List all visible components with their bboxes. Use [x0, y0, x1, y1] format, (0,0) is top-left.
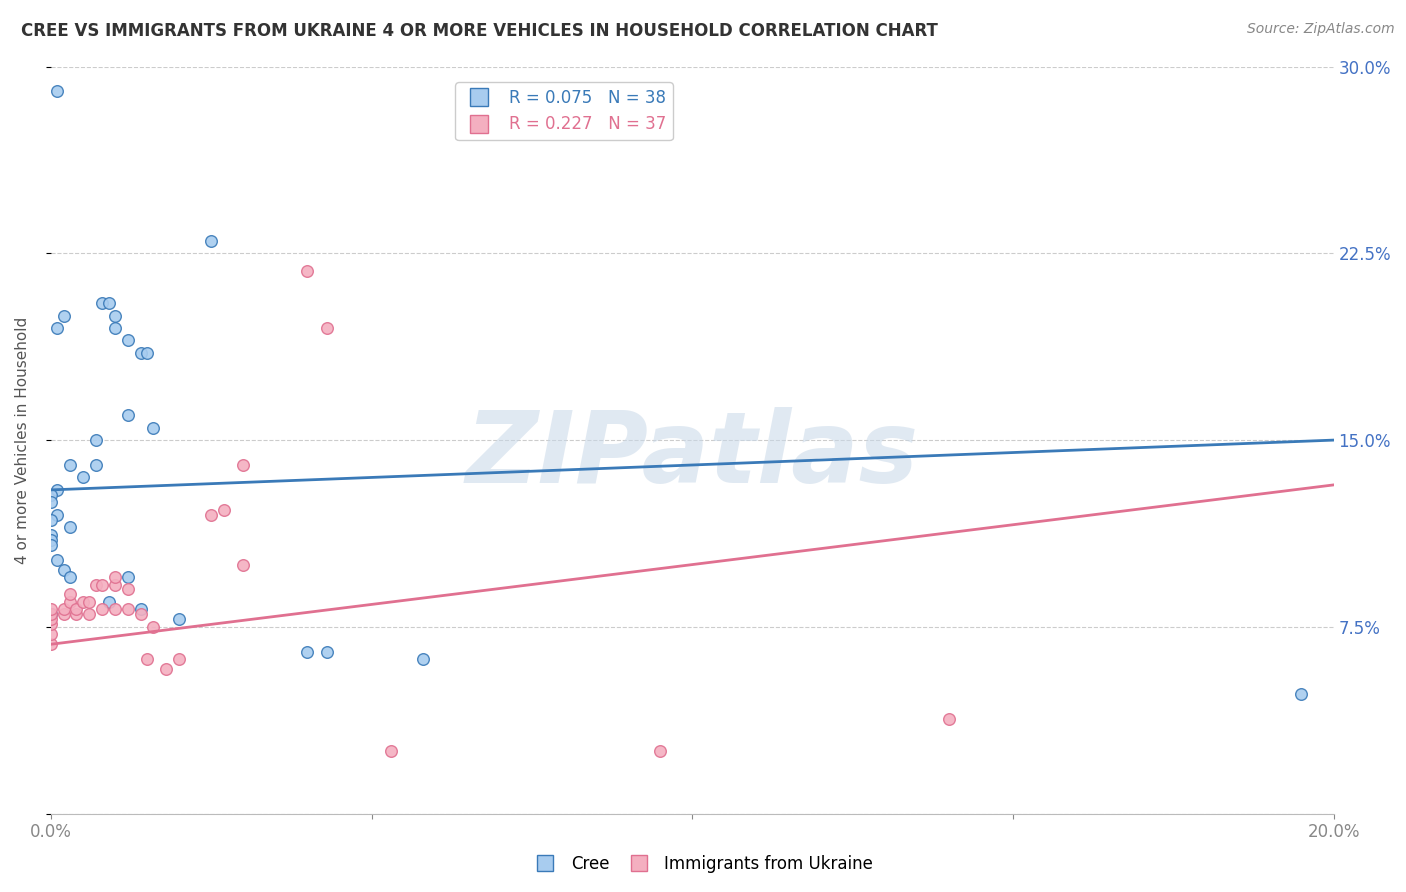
Point — [46, 483, 69, 497]
Point — [46, 552, 69, 566]
Text: Source: ZipAtlas.com: Source: ZipAtlas.com — [1247, 22, 1395, 37]
Point — [39, 488, 62, 502]
Text: ZIPatlas: ZIPatlas — [465, 407, 918, 504]
Point — [117, 408, 139, 422]
Point — [39, 637, 62, 651]
Point — [315, 645, 337, 659]
Point — [39, 527, 62, 541]
Point — [39, 612, 62, 626]
Point — [39, 627, 62, 641]
Point — [52, 563, 75, 577]
Point — [648, 744, 671, 758]
Point — [104, 321, 127, 335]
Point — [65, 602, 87, 616]
Point — [136, 652, 159, 666]
Point — [142, 420, 165, 434]
Point — [167, 612, 190, 626]
Point — [412, 652, 434, 666]
Point — [79, 607, 101, 622]
Point — [39, 607, 62, 622]
Point — [232, 458, 254, 472]
Point — [65, 607, 87, 622]
Point — [52, 602, 75, 616]
Point — [52, 607, 75, 622]
Point — [938, 712, 960, 726]
Point — [129, 602, 152, 616]
Point — [39, 495, 62, 509]
Point — [91, 577, 114, 591]
Point — [84, 433, 107, 447]
Point — [39, 513, 62, 527]
Point — [297, 645, 319, 659]
Point — [59, 587, 82, 601]
Point — [84, 458, 107, 472]
Point — [129, 607, 152, 622]
Point — [72, 470, 94, 484]
Legend: R = 0.075   N = 38, R = 0.227   N = 37: R = 0.075 N = 38, R = 0.227 N = 37 — [456, 82, 672, 140]
Point — [46, 85, 69, 99]
Point — [91, 296, 114, 310]
Point — [39, 533, 62, 547]
Point — [129, 346, 152, 360]
Point — [39, 538, 62, 552]
Point — [200, 234, 222, 248]
Point — [117, 602, 139, 616]
Point — [39, 607, 62, 622]
Point — [59, 595, 82, 609]
Point — [117, 582, 139, 597]
Point — [117, 334, 139, 348]
Point — [136, 346, 159, 360]
Point — [142, 620, 165, 634]
Legend: Cree, Immigrants from Ukraine: Cree, Immigrants from Ukraine — [526, 848, 880, 880]
Text: CREE VS IMMIGRANTS FROM UKRAINE 4 OR MORE VEHICLES IN HOUSEHOLD CORRELATION CHAR: CREE VS IMMIGRANTS FROM UKRAINE 4 OR MOR… — [21, 22, 938, 40]
Point — [39, 617, 62, 632]
Point — [155, 662, 177, 676]
Point — [59, 520, 82, 534]
Point — [59, 458, 82, 472]
Point — [315, 321, 337, 335]
Point — [97, 595, 120, 609]
Point — [297, 264, 319, 278]
Point — [52, 309, 75, 323]
Point — [380, 744, 402, 758]
Point — [104, 309, 127, 323]
Point — [84, 577, 107, 591]
Point — [46, 508, 69, 522]
Point — [72, 595, 94, 609]
Point — [91, 602, 114, 616]
Point — [59, 570, 82, 584]
Point — [232, 558, 254, 572]
Point — [200, 508, 222, 522]
Point — [167, 652, 190, 666]
Point — [212, 503, 235, 517]
Point — [104, 577, 127, 591]
Point — [104, 570, 127, 584]
Point — [39, 602, 62, 616]
Point — [79, 595, 101, 609]
Y-axis label: 4 or more Vehicles in Household: 4 or more Vehicles in Household — [15, 317, 30, 564]
Point — [46, 321, 69, 335]
Point — [97, 296, 120, 310]
Point — [117, 570, 139, 584]
Point — [104, 602, 127, 616]
Point — [1291, 687, 1313, 701]
